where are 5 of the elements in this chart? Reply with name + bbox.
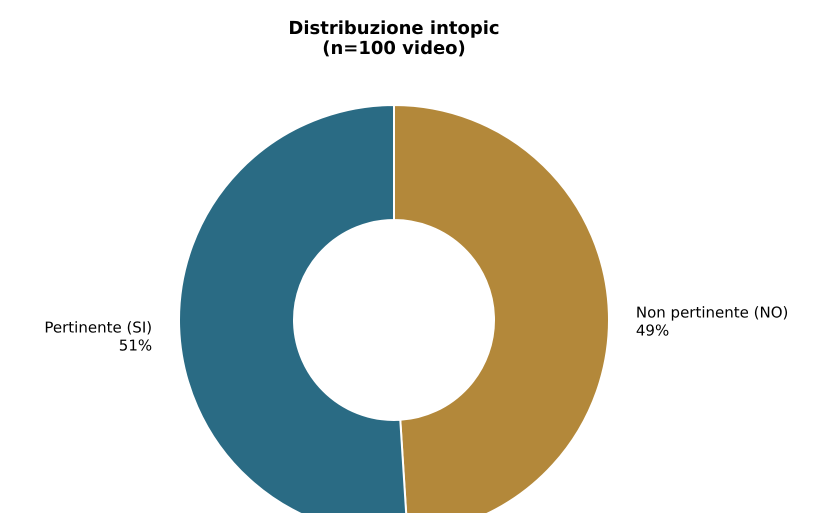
slice-label: Pertinente (SI) (44, 318, 152, 337)
data-label: 49% (636, 321, 670, 340)
chart-title: Distribuzione intopic (n=100 video) (288, 18, 500, 59)
slice-label: Non pertinente (NO) (636, 303, 788, 322)
data-label: 51% (118, 336, 152, 355)
